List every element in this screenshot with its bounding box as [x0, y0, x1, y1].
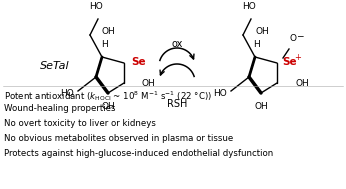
Text: OH: OH [254, 102, 268, 111]
Text: H: H [254, 40, 261, 49]
Text: OH: OH [102, 26, 116, 36]
Text: Se: Se [131, 57, 146, 67]
Text: H: H [101, 40, 107, 49]
Text: SeTal: SeTal [40, 61, 70, 71]
Text: No overt toxicity to liver or kidneys: No overt toxicity to liver or kidneys [4, 119, 156, 128]
Text: HO: HO [242, 2, 256, 11]
Text: Potent antioxidant ($\it{k}_{\rm{HOCl}}$ ~ 10$^{8}$ M$^{-1}$ s$^{-1}$ (22 °C)): Potent antioxidant ($\it{k}_{\rm{HOCl}}$… [4, 89, 212, 103]
Text: HO: HO [89, 2, 103, 11]
Text: HO: HO [60, 88, 74, 98]
Text: HO: HO [213, 88, 227, 98]
Text: OH: OH [142, 78, 156, 88]
Text: ox: ox [171, 39, 183, 49]
Text: Se: Se [282, 57, 297, 67]
Text: OH: OH [255, 26, 269, 36]
Text: +: + [294, 53, 301, 63]
Text: OH: OH [295, 78, 309, 88]
Text: Wound-healing properties: Wound-healing properties [4, 104, 116, 113]
Text: RSH: RSH [167, 99, 187, 109]
Text: OH: OH [101, 102, 115, 111]
Text: No obvious metabolites observed in plasma or tissue: No obvious metabolites observed in plasm… [4, 134, 233, 143]
Text: −: − [296, 32, 304, 40]
Text: Protects against high-glucose-induced endothelial dysfunction: Protects against high-glucose-induced en… [4, 149, 273, 158]
Text: O: O [290, 34, 297, 43]
